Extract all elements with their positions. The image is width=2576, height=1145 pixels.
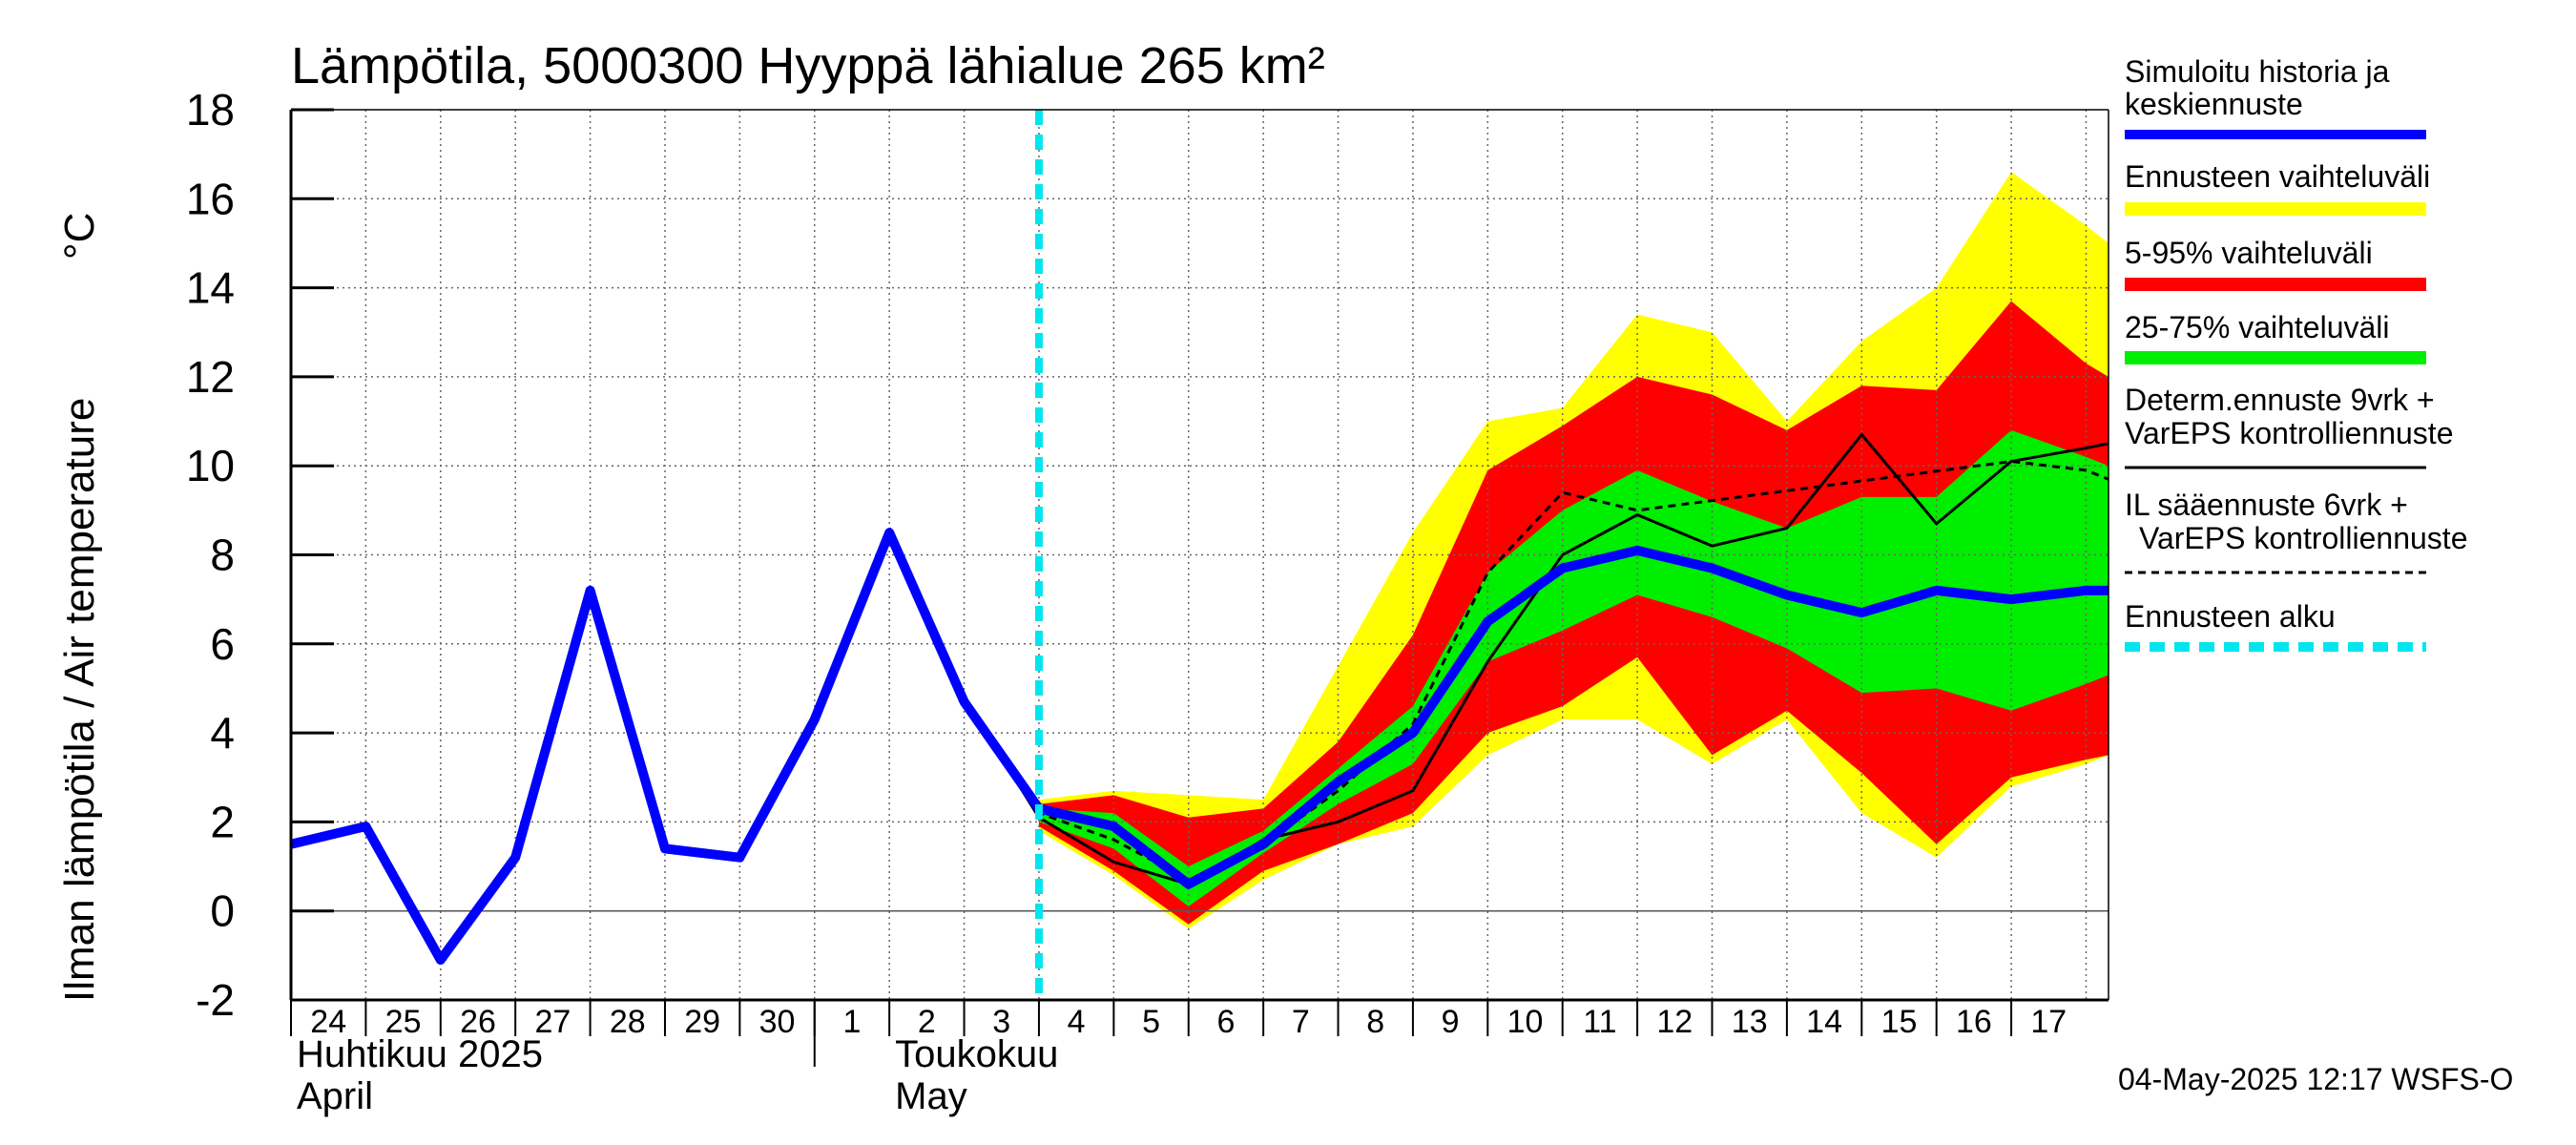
legend-sim-text-2: keskiennuste [2125, 87, 2303, 121]
x-tick-labels: 24 25 26 27 28 29 30 1 2 3 4 5 6 7 8 9 10 11 12 13 14 15 16 17 [290, 1000, 2067, 1040]
legend: Simuloitu historia ja keskiennuste Ennus… [2125, 54, 2467, 652]
x-day-label: 10 [1507, 1004, 1544, 1040]
y-tick-label: 0 [210, 886, 235, 936]
x-day-label: 9 [1442, 1004, 1460, 1040]
legend-p25-75-text: 25-75% vaihteluväli [2125, 310, 2390, 344]
y-tick-label: 14 [186, 263, 235, 313]
chart-title: Lämpötila, 5000300 Hyyppä lähialue 265 k… [291, 37, 1325, 94]
month-label-en: April [297, 1075, 373, 1117]
y-tick-label: 16 [186, 174, 235, 223]
legend-sim-text-1: Simuloitu historia ja [2125, 54, 2390, 89]
x-day-label: 29 [684, 1004, 720, 1040]
legend-il-text-1: IL sääennuste 6vrk + [2125, 488, 2408, 522]
y-tick-label: 10 [186, 441, 235, 490]
grid-lines [291, 110, 2109, 1000]
legend-start-text: Ennusteen alku [2125, 599, 2336, 634]
simulated-mean-line [289, 528, 2109, 966]
legend-il-text-2: VarEPS kontrolliennuste [2139, 521, 2467, 555]
y-tick-label: 4 [210, 708, 235, 758]
x-day-label: 7 [1292, 1004, 1310, 1040]
legend-determ-text-2: VarEPS kontrolliennuste [2125, 416, 2453, 450]
y-axis-label: Ilman lämpötila / Air temperature [56, 398, 103, 1002]
x-day-label: 11 [1583, 1004, 1616, 1040]
month-label-fi: Huhtikuu 2025 [297, 1033, 543, 1075]
timestamp: 04-May-2025 12:17 WSFS-O [2118, 1062, 2513, 1096]
axes [289, 109, 2109, 1002]
x-day-label: 4 [1068, 1004, 1086, 1040]
x-day-label: 25 [385, 1004, 422, 1040]
month-label-fi: Toukokuu [895, 1033, 1058, 1075]
x-day-label: 16 [1956, 1004, 1992, 1040]
x-day-label: 17 [2030, 1004, 2067, 1040]
series-lines [289, 110, 2109, 1000]
x-day-label: 13 [1732, 1004, 1768, 1040]
month-label-en: May [895, 1075, 967, 1117]
x-day-label: 12 [1656, 1004, 1693, 1040]
legend-range-text: Ennusteen vaihteluväli [2125, 159, 2430, 194]
y-tick-label: 12 [186, 352, 235, 402]
x-day-label: 8 [1366, 1004, 1384, 1040]
x-day-label: 6 [1216, 1004, 1235, 1040]
legend-determ-text-1: Determ.ennuste 9vrk + [2125, 383, 2435, 417]
y-axis-unit: °C [56, 213, 103, 260]
y-tick-label: 18 [186, 85, 235, 135]
x-day-label: 3 [992, 1004, 1010, 1040]
x-day-label: 26 [460, 1004, 496, 1040]
x-day-label: 14 [1806, 1004, 1842, 1040]
x-day-label: 30 [759, 1004, 796, 1040]
x-day-label: 27 [534, 1004, 571, 1040]
x-day-label: 5 [1142, 1004, 1160, 1040]
x-day-label: 1 [843, 1004, 862, 1040]
determ-forecast-line [887, 432, 2109, 886]
x-day-label: 2 [918, 1004, 936, 1040]
y-tick-label: 6 [210, 619, 235, 669]
x-day-label: 24 [310, 1004, 346, 1040]
y-tick-labels: 18 16 14 12 10 8 6 4 2 0 -2 [186, 85, 334, 1025]
x-day-label: 15 [1881, 1004, 1918, 1040]
y-tick-label: -2 [196, 975, 235, 1025]
band-25-75-vaihteluv-li [1038, 429, 2109, 907]
legend-p5-95-text: 5-95% vaihteluväli [2125, 236, 2373, 270]
y-tick-label: 8 [210, 531, 235, 580]
x-day-label: 28 [610, 1004, 646, 1040]
y-tick-label: 2 [210, 797, 235, 846]
